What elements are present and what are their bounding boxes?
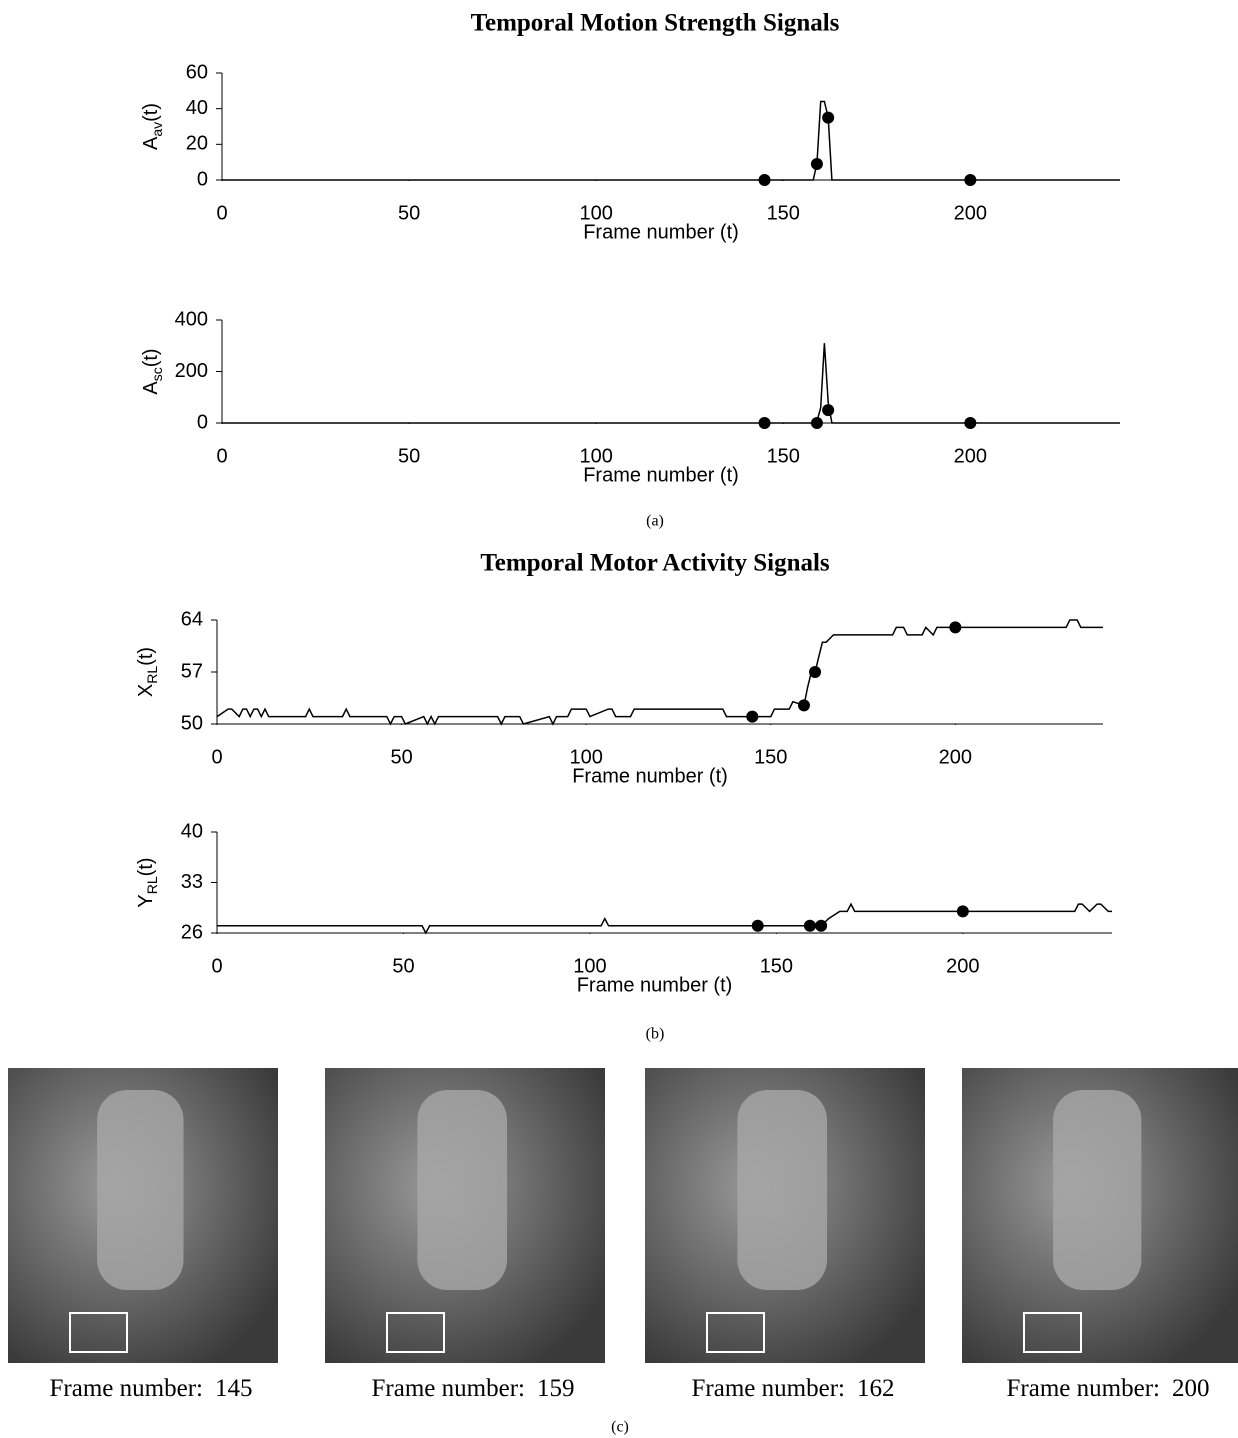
panel-label: (a) xyxy=(646,513,664,530)
x-axis-label: Frame number (t) xyxy=(583,221,739,243)
y-tick-label: 60 xyxy=(186,61,208,83)
x-tick-label: 150 xyxy=(767,445,800,467)
x-tick-label: 50 xyxy=(398,202,420,224)
data-point xyxy=(811,158,823,170)
x-tick-label: 0 xyxy=(211,955,222,977)
y-label-main: A xyxy=(140,136,162,150)
signal-line xyxy=(222,343,1120,423)
x-tick-label: 50 xyxy=(390,746,412,768)
y-tick-label: 20 xyxy=(186,133,208,155)
frame-caption-number: 145 xyxy=(215,1375,253,1402)
y-axis-label: Asc(t) xyxy=(140,348,164,394)
x-tick-label: 200 xyxy=(954,445,987,467)
y-label-tail: (t) xyxy=(135,647,157,666)
y-label-sub: RL xyxy=(144,876,160,894)
y-label-main: Y xyxy=(135,894,157,907)
panel-label: (b) xyxy=(646,1026,665,1043)
data-point xyxy=(811,417,823,429)
data-point xyxy=(752,920,764,932)
x-tick-label: 200 xyxy=(939,746,972,768)
x-tick-label: 150 xyxy=(767,202,800,224)
frame-image-detail xyxy=(97,1090,183,1290)
frame-caption-number: 159 xyxy=(537,1375,575,1402)
y-label-main: X xyxy=(135,684,157,697)
y-tick-label: 0 xyxy=(197,168,208,190)
y-axis-label: YRL(t) xyxy=(135,857,159,907)
x-tick-label: 150 xyxy=(760,955,793,977)
figure: Temporal Motion Strength Signals (a) Tem… xyxy=(0,0,1238,1438)
data-point xyxy=(798,699,810,711)
frame-caption: Frame number: 200 xyxy=(1007,1375,1210,1402)
y-label-sub: sc xyxy=(149,367,165,381)
figure-title: Temporal Motor Activity Signals xyxy=(480,550,830,577)
frame-caption: Frame number: 145 xyxy=(50,1375,253,1402)
frame-image-detail xyxy=(417,1090,507,1290)
frame-image-detail xyxy=(737,1090,827,1290)
data-point xyxy=(759,417,771,429)
data-point xyxy=(804,920,816,932)
x-tick-label: 150 xyxy=(754,746,787,768)
data-point xyxy=(957,905,969,917)
signal-line xyxy=(217,620,1103,724)
data-point xyxy=(809,666,821,678)
x-tick-label: 200 xyxy=(954,202,987,224)
signal-line xyxy=(222,102,1120,181)
frame-caption-label: Frame number: xyxy=(692,1375,845,1402)
y-tick-label: 50 xyxy=(181,712,203,734)
data-point xyxy=(964,174,976,186)
x-tick-label: 0 xyxy=(211,746,222,768)
frame-caption-label: Frame number: xyxy=(1007,1375,1160,1402)
frame-caption-number: 162 xyxy=(857,1375,895,1402)
x-axis-label: Frame number (t) xyxy=(572,765,728,787)
data-point xyxy=(964,417,976,429)
data-point xyxy=(759,174,771,186)
y-tick-label: 33 xyxy=(181,871,203,893)
y-label-sub: av xyxy=(149,122,165,137)
x-axis-label: Frame number (t) xyxy=(583,464,739,486)
data-point xyxy=(822,404,834,416)
x-tick-label: 0 xyxy=(216,445,227,467)
frame-caption-label: Frame number: xyxy=(50,1375,203,1402)
frame-caption: Frame number: 159 xyxy=(372,1375,575,1402)
y-axis-label: Aav(t) xyxy=(140,103,164,150)
y-label-sub: RL xyxy=(144,666,160,684)
y-label-tail: (t) xyxy=(135,857,157,876)
figure-title: Temporal Motion Strength Signals xyxy=(471,10,840,37)
y-tick-label: 200 xyxy=(175,360,208,382)
y-axis-label: XRL(t) xyxy=(135,647,159,697)
y-label-tail: (t) xyxy=(140,348,162,367)
y-tick-label: 40 xyxy=(181,820,203,842)
y-label-tail: (t) xyxy=(140,103,162,122)
x-axis-label: Frame number (t) xyxy=(577,974,733,996)
y-label-main: A xyxy=(140,381,162,395)
y-tick-label: 26 xyxy=(181,921,203,943)
y-tick-label: 64 xyxy=(181,608,203,630)
data-point xyxy=(746,711,758,723)
data-point xyxy=(815,920,827,932)
frame-caption-number: 200 xyxy=(1172,1375,1210,1402)
panel-label: (c) xyxy=(611,1419,629,1436)
data-point xyxy=(822,112,834,124)
x-tick-label: 0 xyxy=(216,202,227,224)
y-tick-label: 400 xyxy=(175,308,208,330)
frame-caption: Frame number: 162 xyxy=(692,1375,895,1402)
y-tick-label: 40 xyxy=(186,97,208,119)
y-tick-label: 0 xyxy=(197,411,208,433)
x-tick-label: 50 xyxy=(392,955,414,977)
data-point xyxy=(949,621,961,633)
signal-line xyxy=(217,904,1112,933)
frame-image-detail xyxy=(1053,1090,1141,1290)
x-tick-label: 200 xyxy=(946,955,979,977)
frame-caption-label: Frame number: xyxy=(372,1375,525,1402)
y-tick-label: 57 xyxy=(181,660,203,682)
x-tick-label: 50 xyxy=(398,445,420,467)
